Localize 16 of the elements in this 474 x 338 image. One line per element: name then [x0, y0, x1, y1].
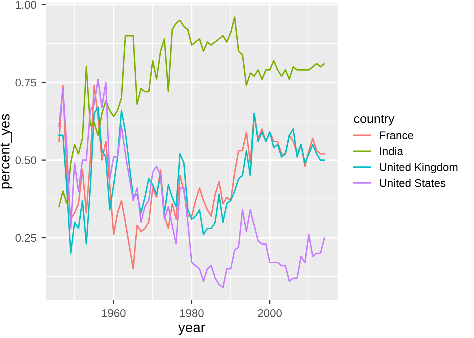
x-tick-label: 1960	[102, 309, 126, 318]
y-tick-label: 0.50	[16, 156, 37, 164]
legend-label: United States	[380, 179, 446, 188]
x-tick-label: 1980	[180, 309, 204, 318]
legend-label: United Kingdom	[380, 163, 458, 174]
x-tick-label: 2000	[258, 309, 282, 318]
y-axis-title: percent_yes	[0, 114, 13, 189]
legend-label: India	[380, 147, 404, 156]
y-tick-label: 1.00	[16, 1, 37, 10]
line-series	[58, 106, 326, 254]
x-axis-title: year	[178, 324, 206, 336]
legend-title: country	[354, 115, 395, 126]
legend-label: France	[380, 132, 414, 140]
line-series	[58, 16, 326, 208]
y-tick-label: 0.25	[16, 234, 36, 242]
y-tick-label: 0.75	[16, 78, 36, 87]
